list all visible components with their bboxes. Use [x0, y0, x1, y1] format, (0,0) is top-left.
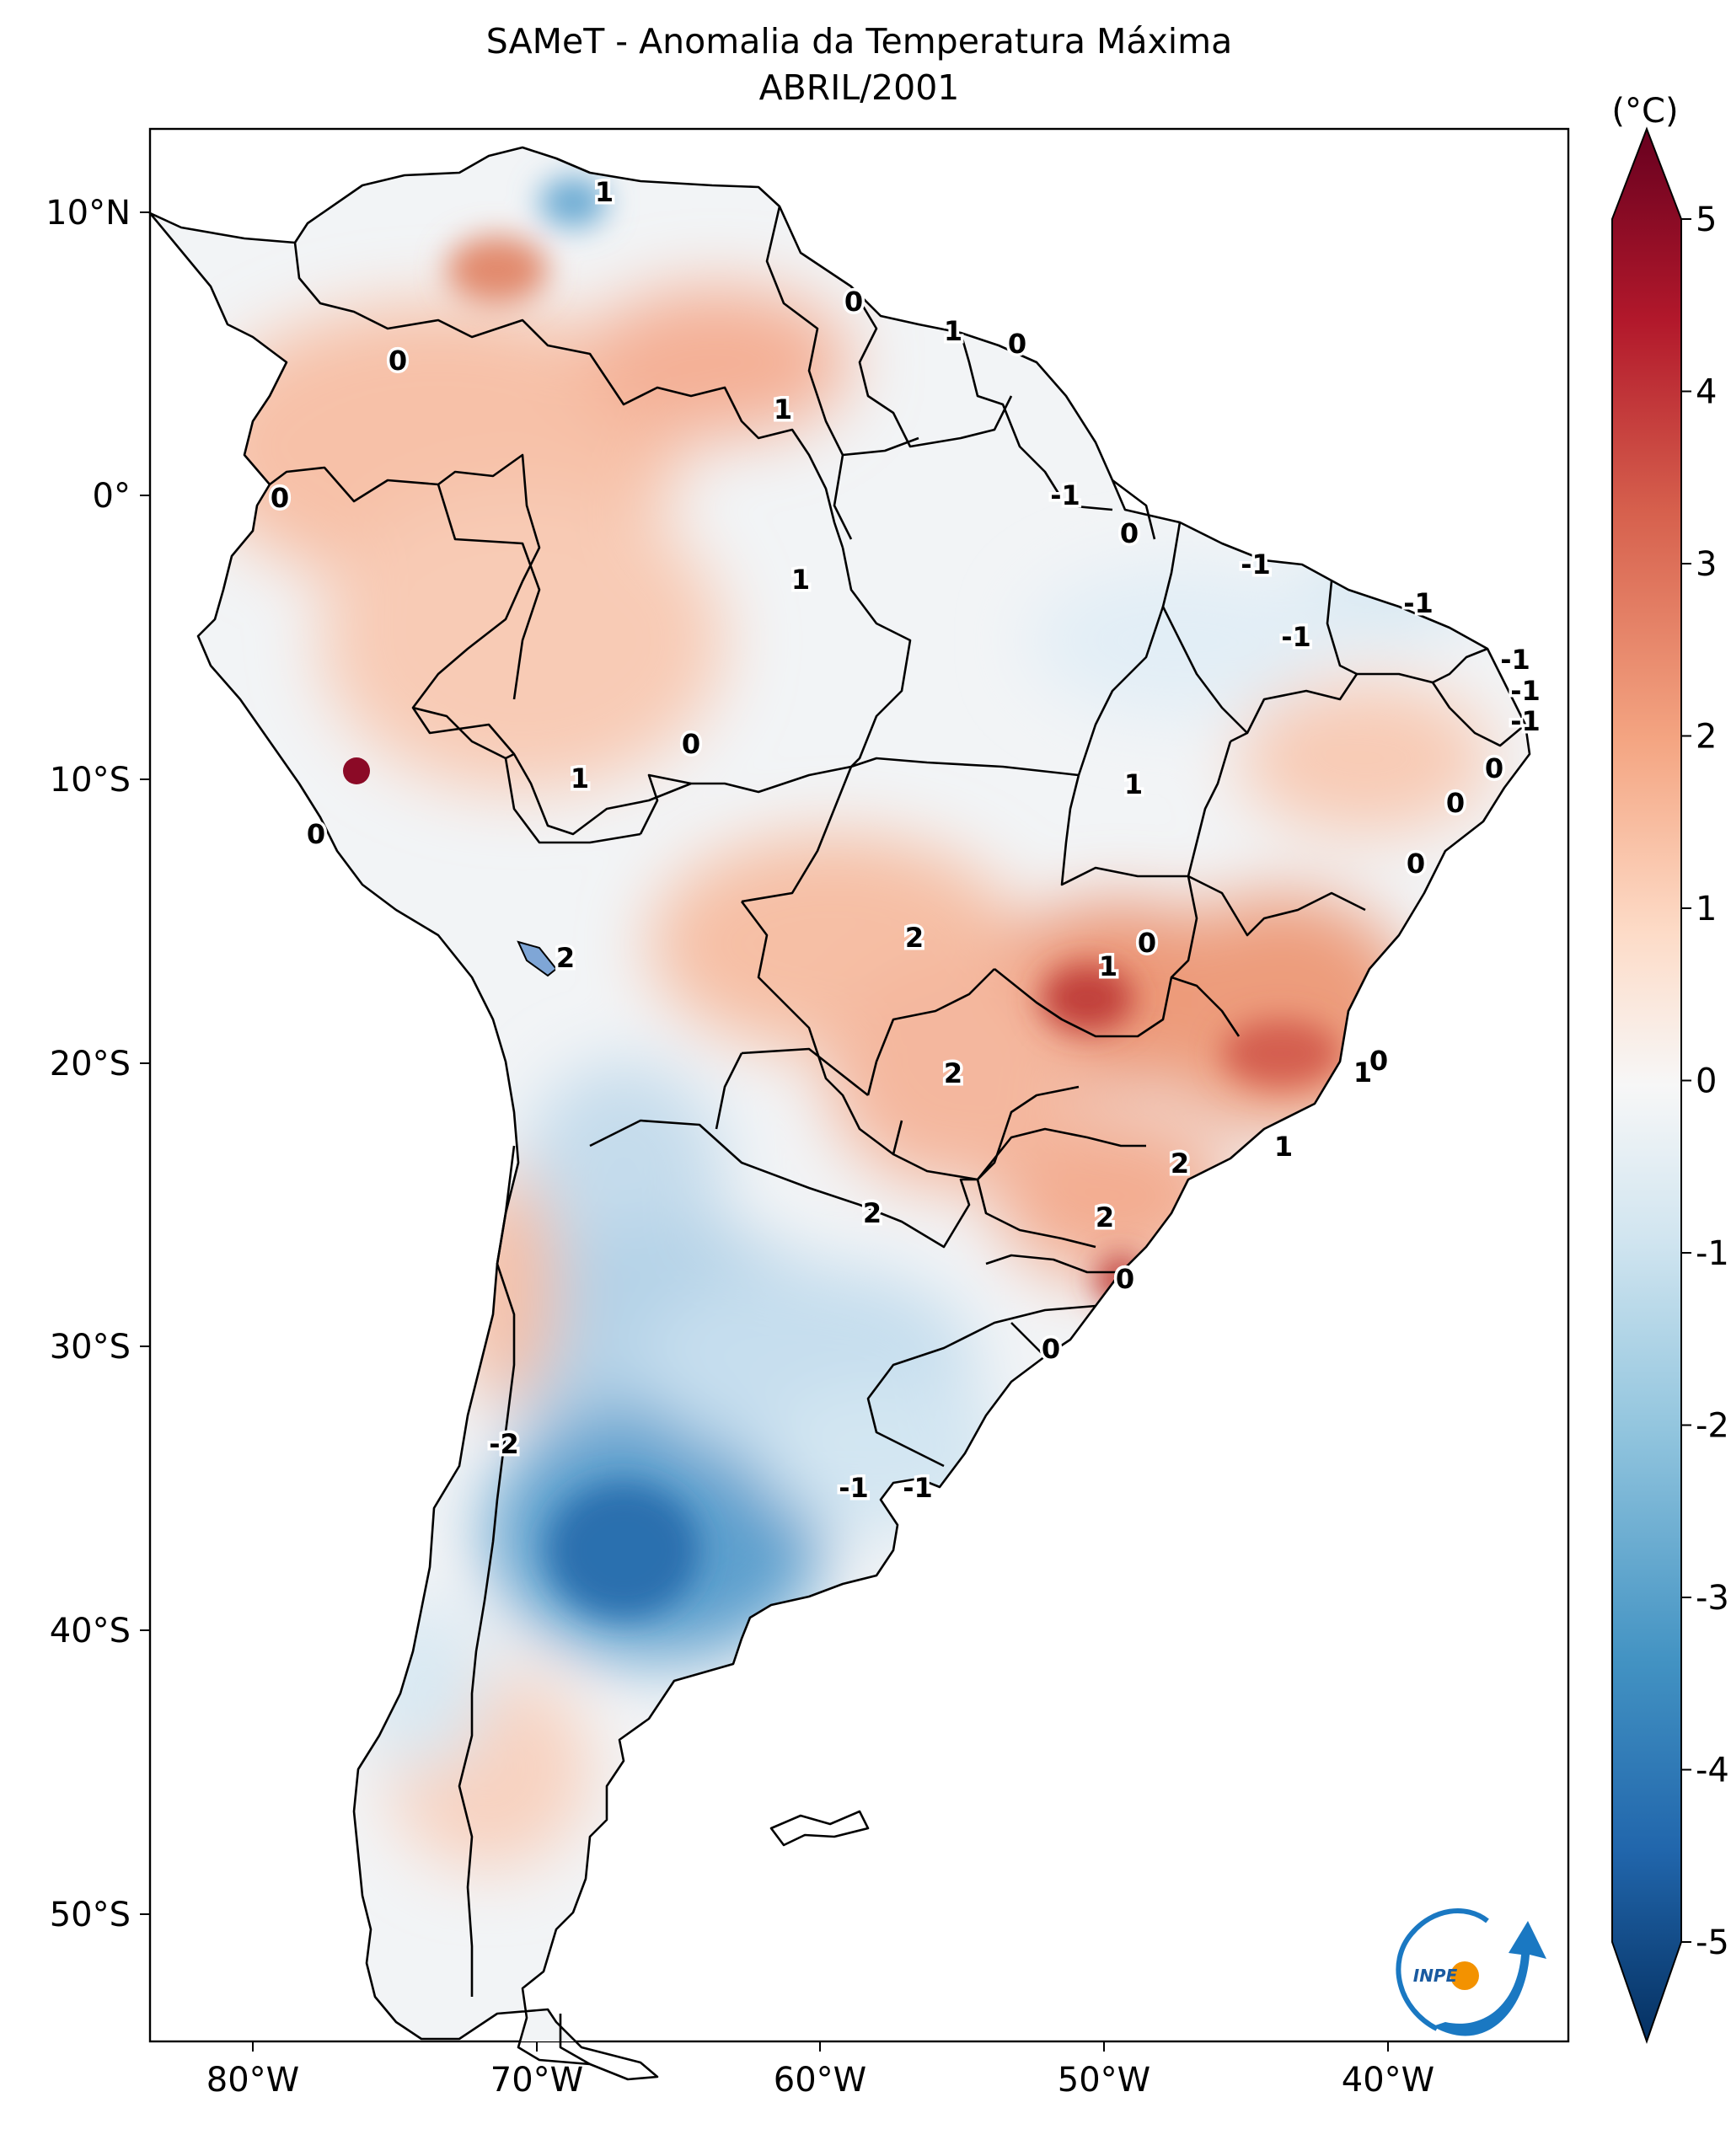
contour-label: 0: [1116, 1263, 1134, 1295]
contour-label: 2: [1096, 1201, 1114, 1233]
contour-label: 0: [844, 286, 863, 318]
contour-label: 0: [682, 728, 700, 760]
contour-label: -2: [489, 1428, 519, 1460]
latitude-label: 50°S: [50, 1896, 131, 1934]
contour-label: 1: [1353, 1057, 1372, 1089]
contour-label: 2: [1171, 1148, 1189, 1180]
contour-label: 1: [1124, 768, 1143, 800]
inpe-logo: INPE: [1396, 1908, 1546, 2036]
contour-label: 0: [1485, 752, 1503, 784]
latitude-label: 10°S: [50, 761, 131, 800]
country-borders: [148, 146, 1531, 2081]
colorbar: (°C) 5 4 3 2 1 0 -1 -2 -3 -4 -5: [1611, 92, 1729, 2045]
contour-label: 1: [774, 393, 792, 425]
contour-label: -1: [1050, 479, 1080, 511]
colorbar-tick-label: -1: [1696, 1234, 1729, 1273]
contour-label: 0: [1116, 1263, 1134, 1295]
map-subtitle: ABRIL/2001: [758, 67, 960, 108]
colorbar-unit: (°C): [1611, 92, 1678, 131]
logo-text: INPE: [1413, 1966, 1458, 1986]
colorbar-tick-label: 5: [1696, 201, 1717, 239]
logo-swoosh: [1396, 1908, 1489, 2031]
contour-label: 0: [1008, 328, 1026, 360]
contour-label: 2: [905, 922, 924, 954]
contour-label: 0: [1407, 848, 1425, 880]
colorbar-tick-label: -4: [1696, 1752, 1729, 1790]
latitude-label: 20°S: [50, 1045, 131, 1083]
contour-label: -1: [903, 1472, 933, 1504]
colorbar-scale: [1611, 126, 1682, 2045]
contour-label: 0: [389, 345, 407, 377]
logo-arrow: [1433, 1921, 1546, 2036]
longitude-label: 50°W: [1058, 2061, 1150, 2100]
colorbar-tick-label: 2: [1696, 718, 1717, 757]
contour-label: -1: [1241, 548, 1271, 580]
longitude-label: 60°W: [774, 2061, 866, 2100]
contour-label: 0: [1138, 927, 1156, 959]
map-title: SAMeT - Anomalia da Temperatura Máxima: [485, 21, 1233, 62]
colorbar-tick-label: 3: [1696, 545, 1717, 584]
colorbar-ticks: 5 4 3 2 1 0 -1 -2 -3 -4 -5: [1681, 201, 1729, 1962]
latitude-labels: 10°N 0° 10°S 20°S 30°S 40°S 50°S: [46, 194, 150, 1934]
colorbar-tick-label: -5: [1696, 1923, 1729, 1962]
contour-label: 0: [271, 482, 289, 514]
contour-label: 0: [1446, 787, 1465, 819]
contour-label: 0: [1369, 1045, 1388, 1077]
contour-label: 1: [571, 762, 589, 794]
contour-label: 1: [944, 315, 962, 347]
latitude-label: 40°S: [50, 1612, 131, 1650]
contour-label: -1: [1510, 705, 1541, 737]
colorbar-tick-label: 1: [1696, 890, 1717, 928]
contour-label: -1: [1500, 644, 1530, 676]
contour-label: 0: [1042, 1333, 1060, 1365]
contour-label: 2: [863, 1197, 882, 1229]
contour-label: 1: [1274, 1131, 1293, 1163]
contour-label: 1: [595, 176, 614, 208]
contour-label: -1: [839, 1472, 869, 1504]
contour-label: 0: [1120, 517, 1139, 549]
colorbar-tick-label: -3: [1696, 1579, 1729, 1618]
logo-orange-dot: [1450, 1961, 1479, 1990]
colorbar-tick-label: 4: [1696, 373, 1717, 412]
longitude-label: 70°W: [490, 2061, 583, 2100]
contour-label: 1: [791, 564, 810, 596]
colorbar-tick-label: 0: [1696, 1062, 1717, 1101]
contour-label: 1: [1099, 950, 1117, 982]
latitude-label: 10°N: [46, 194, 131, 233]
contour-label: -1: [1403, 587, 1434, 619]
contour-label: -1: [1510, 675, 1541, 707]
contour-label: 0: [307, 818, 325, 850]
lake-titicaca: [517, 940, 558, 977]
longitude-label: 40°W: [1342, 2061, 1434, 2100]
longitude-label: 80°W: [206, 2061, 299, 2100]
contour-label: 2: [556, 942, 575, 974]
colorbar-tick-label: -2: [1696, 1407, 1729, 1446]
contour-label: -1: [1281, 621, 1311, 653]
contour-label: 2: [944, 1057, 962, 1089]
longitude-labels: 80°W 70°W 60°W 50°W 40°W: [206, 2041, 1434, 2100]
latitude-label: 30°S: [50, 1328, 131, 1367]
latitude-label: 0°: [93, 477, 131, 516]
